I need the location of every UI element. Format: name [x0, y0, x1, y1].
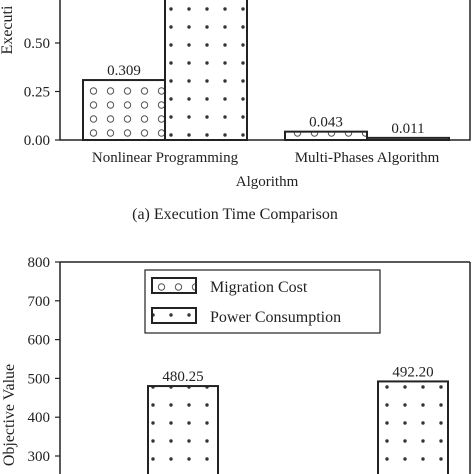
chart-a-caption: (a) Execution Time Comparison [132, 206, 338, 223]
chart-b-ytick-label: 700 [28, 294, 51, 310]
chart-a-data-label: 0.011 [391, 121, 424, 137]
legend-swatch-migration [151, 277, 197, 294]
chart-a-plot-frame [59, 0, 471, 141]
chart-b-bar [377, 380, 449, 474]
chart-a-bar [366, 136, 450, 141]
chart-b-data-label: 492.20 [392, 364, 433, 380]
chart-a-xlabel: Algorithm [236, 174, 299, 190]
chart-a-ytick-label: 0.50 [24, 36, 50, 52]
chart-a-xtick-1: Multi-Phases Algorithm [295, 150, 440, 166]
chart-b: Objective Value 300 400 500 600 700 800 480.2… [1, 255, 471, 474]
chart-b-ytick-label: 500 [28, 371, 51, 387]
chart-a-bar [284, 130, 368, 142]
chart-a-ylabel: Executi [0, 5, 16, 54]
legend-label-migration: Migration Cost [210, 279, 308, 296]
chart-b-ytick-label: 300 [28, 449, 51, 465]
chart-a-xtick-0: Nonlinear Programming [92, 150, 239, 166]
legend: Migration Cost Power Consumption [144, 269, 381, 334]
chart-a-ytick-label: 0.25 [24, 85, 50, 101]
chart-a-ytick-label: 0.75 [24, 0, 50, 4]
chart-b-ytick-label: 400 [28, 410, 51, 426]
legend-swatch-power [151, 307, 197, 324]
chart-b-ytick-label: 600 [28, 333, 51, 349]
legend-label-power: Power Consumption [210, 309, 341, 326]
chart-a-bar [82, 79, 166, 141]
chart-a-ytick-label: 0.00 [24, 133, 50, 149]
chart-b-ytick-label: 800 [28, 255, 51, 271]
chart-b-bar [147, 385, 219, 474]
chart-a-data-label: 0.043 [309, 115, 343, 131]
chart-a: Executi 0.00 0.25 0.50 0.75 0.309 0.043 0.011… [0, 0, 471, 223]
chart-a-bar [164, 0, 248, 142]
chart-b-data-label: 480.25 [162, 369, 203, 385]
chart-b-ylabel: Objective Value [1, 364, 18, 466]
chart-a-data-label: 0.309 [107, 63, 141, 79]
